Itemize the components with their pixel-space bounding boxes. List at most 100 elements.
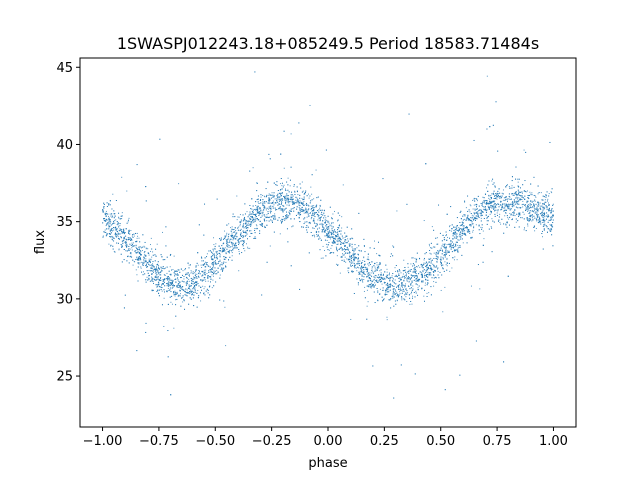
data-point <box>491 218 493 220</box>
data-point <box>133 245 135 247</box>
data-point <box>501 196 503 198</box>
data-point <box>158 289 160 291</box>
data-point <box>490 210 492 212</box>
data-point <box>482 206 484 207</box>
data-point <box>150 250 152 252</box>
data-point <box>272 196 274 198</box>
data-point <box>333 238 335 240</box>
data-point <box>436 260 438 262</box>
data-point <box>343 254 345 256</box>
data-point <box>399 291 401 293</box>
data-point <box>214 245 216 247</box>
data-point <box>404 286 406 288</box>
data-point <box>172 269 174 271</box>
data-point <box>203 279 205 281</box>
data-point <box>371 285 373 287</box>
data-point <box>279 183 281 185</box>
data-point <box>464 230 466 232</box>
data-point <box>494 210 496 212</box>
data-point <box>508 203 510 205</box>
data-point <box>265 209 267 211</box>
data-point <box>311 210 313 212</box>
data-point <box>242 245 244 247</box>
data-point <box>415 279 417 281</box>
data-point <box>354 256 356 258</box>
data-point <box>520 199 522 201</box>
data-point <box>343 242 345 244</box>
data-point <box>465 234 467 236</box>
data-point <box>328 249 330 251</box>
data-point <box>361 267 363 269</box>
data-point <box>118 238 120 240</box>
data-point <box>536 218 538 220</box>
data-point <box>267 211 269 213</box>
data-point <box>250 216 252 218</box>
data-point <box>544 213 546 215</box>
data-point <box>163 325 165 327</box>
data-point <box>550 217 552 219</box>
data-point <box>104 213 106 215</box>
data-point <box>496 212 498 214</box>
data-point <box>121 176 123 178</box>
data-point <box>111 235 113 237</box>
data-point <box>528 218 530 220</box>
data-point <box>287 177 289 179</box>
data-point <box>154 276 156 278</box>
data-point <box>213 237 215 239</box>
data-point <box>201 266 203 268</box>
data-point <box>173 294 175 296</box>
data-point <box>525 205 527 207</box>
data-point <box>529 191 531 193</box>
data-point <box>213 262 215 264</box>
data-point <box>548 193 550 195</box>
data-point <box>325 243 327 245</box>
data-point <box>327 231 329 233</box>
data-point <box>399 277 401 279</box>
data-point <box>538 219 540 221</box>
data-point <box>181 280 183 282</box>
data-point <box>145 265 147 267</box>
data-point <box>256 217 258 219</box>
data-point <box>392 295 394 297</box>
data-point <box>264 196 266 198</box>
data-point <box>518 197 520 199</box>
data-point <box>212 263 214 265</box>
data-point <box>496 196 498 198</box>
data-point <box>308 252 310 254</box>
data-point <box>380 272 382 274</box>
data-point <box>221 248 223 250</box>
data-point <box>442 258 444 260</box>
data-point <box>472 231 474 233</box>
data-point <box>332 236 334 238</box>
data-point <box>245 220 247 222</box>
data-point <box>133 233 135 235</box>
data-point <box>111 229 113 231</box>
data-point <box>345 261 347 263</box>
data-point <box>346 258 348 260</box>
data-point <box>472 208 474 210</box>
data-point <box>269 194 271 196</box>
data-point <box>191 278 193 280</box>
data-point <box>378 264 380 266</box>
data-point <box>106 213 108 215</box>
data-point <box>518 226 520 228</box>
data-point <box>128 245 130 247</box>
data-point <box>529 211 531 213</box>
data-point <box>432 246 434 248</box>
data-point <box>166 291 168 293</box>
data-point <box>477 211 479 213</box>
data-point <box>487 205 489 207</box>
data-point <box>306 221 308 223</box>
data-point <box>115 219 117 221</box>
data-point <box>411 303 413 305</box>
data-point <box>455 244 457 246</box>
data-point <box>458 235 460 237</box>
data-point <box>476 208 478 210</box>
data-point <box>257 207 259 209</box>
data-point <box>246 220 248 222</box>
data-point <box>296 208 298 210</box>
data-point <box>313 207 315 209</box>
data-point <box>403 279 405 281</box>
data-point <box>440 289 442 291</box>
data-point <box>289 210 291 212</box>
